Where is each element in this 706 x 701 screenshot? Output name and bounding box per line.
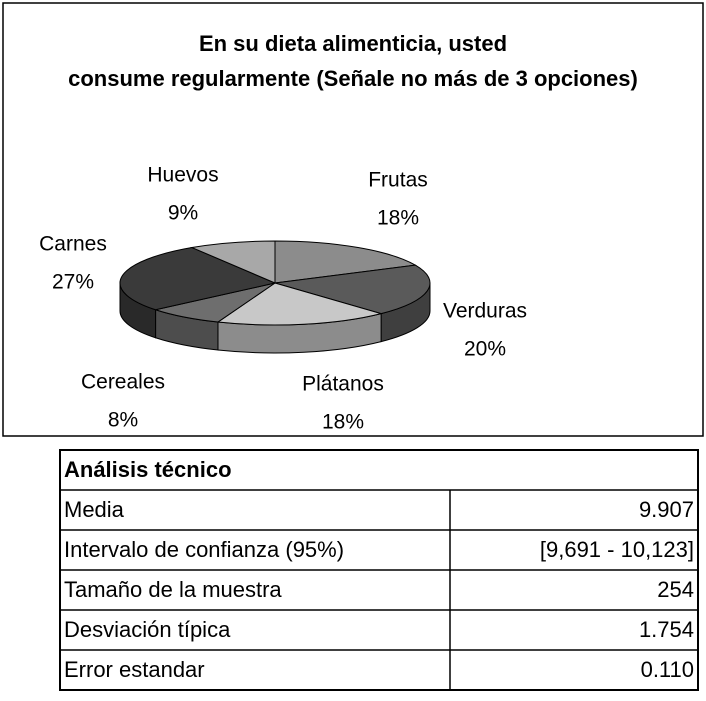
chart-frame [2,2,704,437]
table-cell: 1.754 [639,617,694,642]
slice-value-label: 20% [464,338,506,361]
slice-label: Huevos [147,164,218,187]
slice-label: Carnes [39,233,107,256]
table-cell: 0.110 [641,657,694,682]
table-cell: Error estandar [64,657,205,682]
pie-slice [190,240,276,284]
table-cell: Desviación típica [64,617,231,642]
title-line: consume regularmente (Señale no más de 3… [68,66,638,91]
slice-label: Plátanos [302,373,384,396]
table-cell: [9,691 - 10,123] [540,537,694,562]
slice-value-label: 18% [322,411,364,434]
slice-label: Verduras [443,300,527,323]
slice-value-label: 18% [377,207,419,230]
slice-value-label: 8% [108,409,138,432]
table-cell: Tamaño de la muestra [64,577,282,602]
table-cell: 9.907 [639,497,694,522]
table-cell: 254 [657,577,694,602]
pie-slice [274,240,417,284]
pie-slice [119,247,277,311]
table-title: Análisis técnico [64,457,232,482]
title-line: En su dieta alimenticia, usted [199,31,507,56]
chart-title: En su dieta alimenticia, usted consume re… [68,31,638,91]
table-cell: Intervalo de confianza (95%) [64,537,344,562]
pie-slice [216,282,384,326]
pie-slice [274,264,431,315]
slice-label: Frutas [368,169,428,192]
slice-value-label: 9% [168,202,198,225]
table-cell: Media [64,497,125,522]
slice-value-label: 27% [52,271,94,294]
slice-label: Cereales [81,371,165,394]
